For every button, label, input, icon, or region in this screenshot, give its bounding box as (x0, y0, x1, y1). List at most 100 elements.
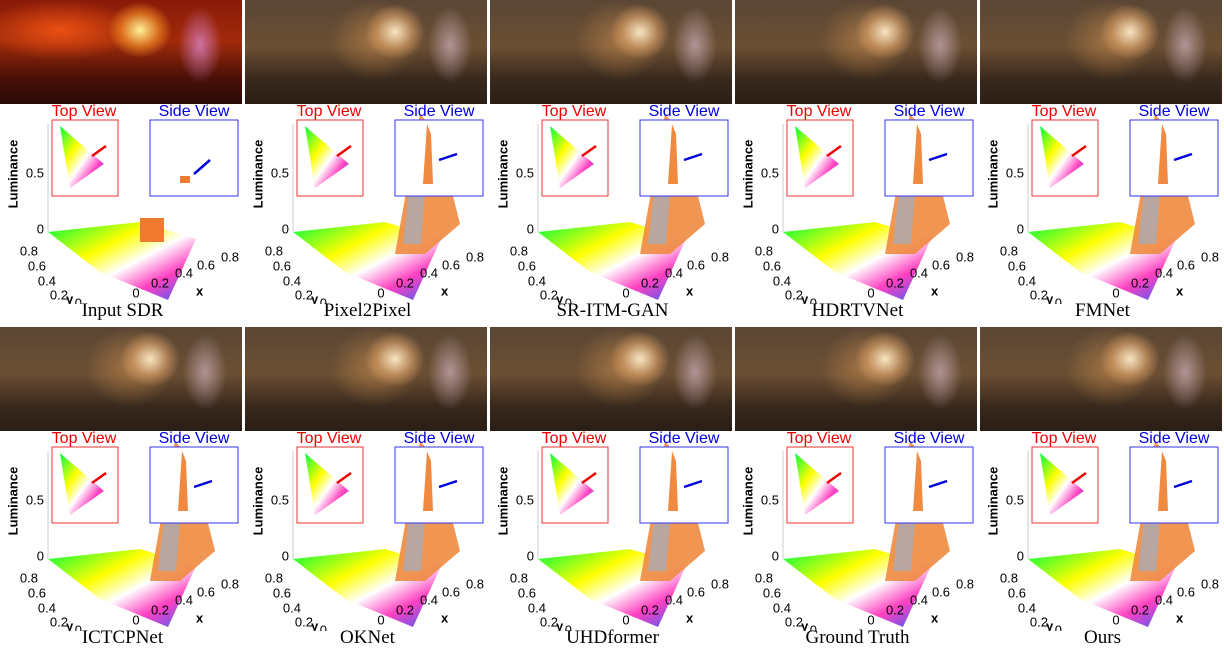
x-tick-label: 0.4 (420, 265, 438, 280)
y-tick-label: 0 (565, 622, 572, 631)
x-tick-label: 0.8 (711, 576, 729, 591)
y-tick-label: 0.2 (295, 287, 313, 302)
y-tick-label: 0.4 (38, 600, 56, 615)
x-axis-label: x (931, 610, 939, 625)
z-tick-label: 0 (37, 221, 44, 236)
y-tick-label: 0.2 (540, 287, 558, 302)
z-tick-label: 0 (772, 548, 779, 563)
side-view-title: Side View (649, 104, 720, 120)
inset-gamut (795, 126, 839, 188)
panel: Top View Side View Luminance 0 0.5 0.8 0.6 0.4 0… (245, 0, 490, 326)
z-tick-label: 0 (772, 221, 779, 236)
blue-arrow (438, 479, 458, 489)
top-view-title: Top View (1032, 104, 1097, 120)
top-view-title: Top View (787, 104, 852, 120)
inset-streak (1158, 451, 1168, 511)
side-view-title: Side View (159, 104, 230, 120)
side-view-title: Side View (1139, 104, 1210, 120)
red-arrow (91, 144, 107, 158)
inset-gamut (1040, 126, 1084, 188)
side-view-title: Side View (404, 431, 475, 447)
x-tick-label: 0.6 (687, 584, 705, 599)
red-arrow (826, 144, 842, 158)
z-tick-label: 0.5 (1006, 165, 1024, 180)
x-tick-label: 0.6 (442, 257, 460, 272)
result-image (245, 327, 487, 431)
top-view-title: Top View (52, 104, 117, 120)
z-tick-label: 0 (1017, 548, 1024, 563)
x-tick-label: 0 (867, 612, 874, 627)
method-label: FMNet (1075, 300, 1130, 321)
x-tick-label: 0.6 (932, 257, 950, 272)
y-tick-label: 0.8 (755, 243, 773, 258)
x-tick-label: 0.2 (1131, 275, 1149, 290)
x-tick-label: 0.2 (886, 602, 904, 617)
panel: Top View Side View Luminance 0 0.5 0.8 0.6 0.4 0… (490, 0, 735, 326)
y-axis-label: y (556, 291, 564, 304)
x-axis-label: x (441, 610, 449, 625)
inset-streak (423, 124, 433, 184)
result-image (490, 0, 732, 104)
gamut-plot: Top View Side ViewLuminance00.50.80.60.40… (5, 431, 239, 631)
x-tick-label: 0 (377, 612, 384, 627)
inset-gamut (60, 453, 104, 515)
z-tick-label: 0.5 (26, 492, 44, 507)
panel: Top View Side View Luminance 0 0.5 0.8 0.6 0.4 0… (735, 327, 980, 653)
method-label: OKNet (340, 627, 395, 648)
z-axis-label: Luminance (495, 140, 510, 209)
side-view-inset (639, 119, 729, 197)
y-tick-label: 0 (565, 295, 572, 304)
y-tick-label: 0.8 (1000, 570, 1018, 585)
y-tick-label: 0.2 (295, 614, 313, 629)
y-tick-label: 0 (1055, 622, 1062, 631)
z-axis-label: Luminance (495, 467, 510, 536)
y-tick-label: 0.8 (510, 243, 528, 258)
inset-streak (668, 451, 678, 511)
side-view-title: Side View (404, 104, 475, 120)
z-axis-label: Luminance (740, 467, 755, 536)
side-view-inset (884, 119, 974, 197)
inset-streak (913, 124, 923, 184)
y-tick-label: 0.8 (20, 570, 38, 585)
z-tick-label: 0.5 (1006, 492, 1024, 507)
y-tick-label: 0.8 (265, 570, 283, 585)
z-tick-label: 0.5 (271, 492, 289, 507)
gamut-plot: Top View Side ViewLuminance00.50.80.60.40… (740, 104, 974, 304)
top-view-title: Top View (52, 431, 117, 447)
y-tick-label: 0.4 (773, 273, 791, 288)
y-tick-label: 0.6 (273, 258, 291, 273)
inset-gamut (305, 453, 349, 515)
side-view-inset (149, 119, 239, 197)
x-tick-label: 0.6 (197, 257, 215, 272)
gamut-plot: Top View Side ViewLuminance00.50.80.60.40… (5, 104, 239, 304)
method-label: Ours (1084, 627, 1121, 648)
y-tick-label: 0 (810, 622, 817, 631)
y-tick-label: 0.2 (785, 287, 803, 302)
gamut-surface (48, 222, 196, 300)
x-tick-label: 0.8 (1201, 249, 1219, 264)
x-tick-label: 0.2 (151, 275, 169, 290)
result-image (0, 327, 242, 431)
blue-arrow (928, 479, 948, 489)
y-tick-label: 0.2 (540, 614, 558, 629)
side-view-title: Side View (894, 104, 965, 120)
side-view-title: Side View (894, 431, 965, 447)
top-view-title: Top View (542, 104, 607, 120)
side-view-inset (884, 446, 974, 524)
x-tick-label: 0 (867, 285, 874, 300)
y-tick-label: 0 (810, 295, 817, 304)
y-tick-label: 0 (1055, 295, 1062, 304)
y-tick-label: 0.6 (763, 258, 781, 273)
x-tick-label: 0.4 (665, 265, 683, 280)
y-tick-label: 0.4 (283, 273, 301, 288)
inset-gamut (1040, 453, 1084, 515)
y-tick-label: 0.4 (38, 273, 56, 288)
x-tick-label: 0.8 (711, 249, 729, 264)
z-tick-label: 0.5 (516, 165, 534, 180)
method-label: Input SDR (81, 300, 164, 321)
x-axis-label: x (686, 610, 694, 625)
x-tick-label: 0 (622, 285, 629, 300)
z-tick-label: 0 (282, 221, 289, 236)
red-arrow (581, 471, 597, 485)
z-tick-label: 0.5 (516, 492, 534, 507)
